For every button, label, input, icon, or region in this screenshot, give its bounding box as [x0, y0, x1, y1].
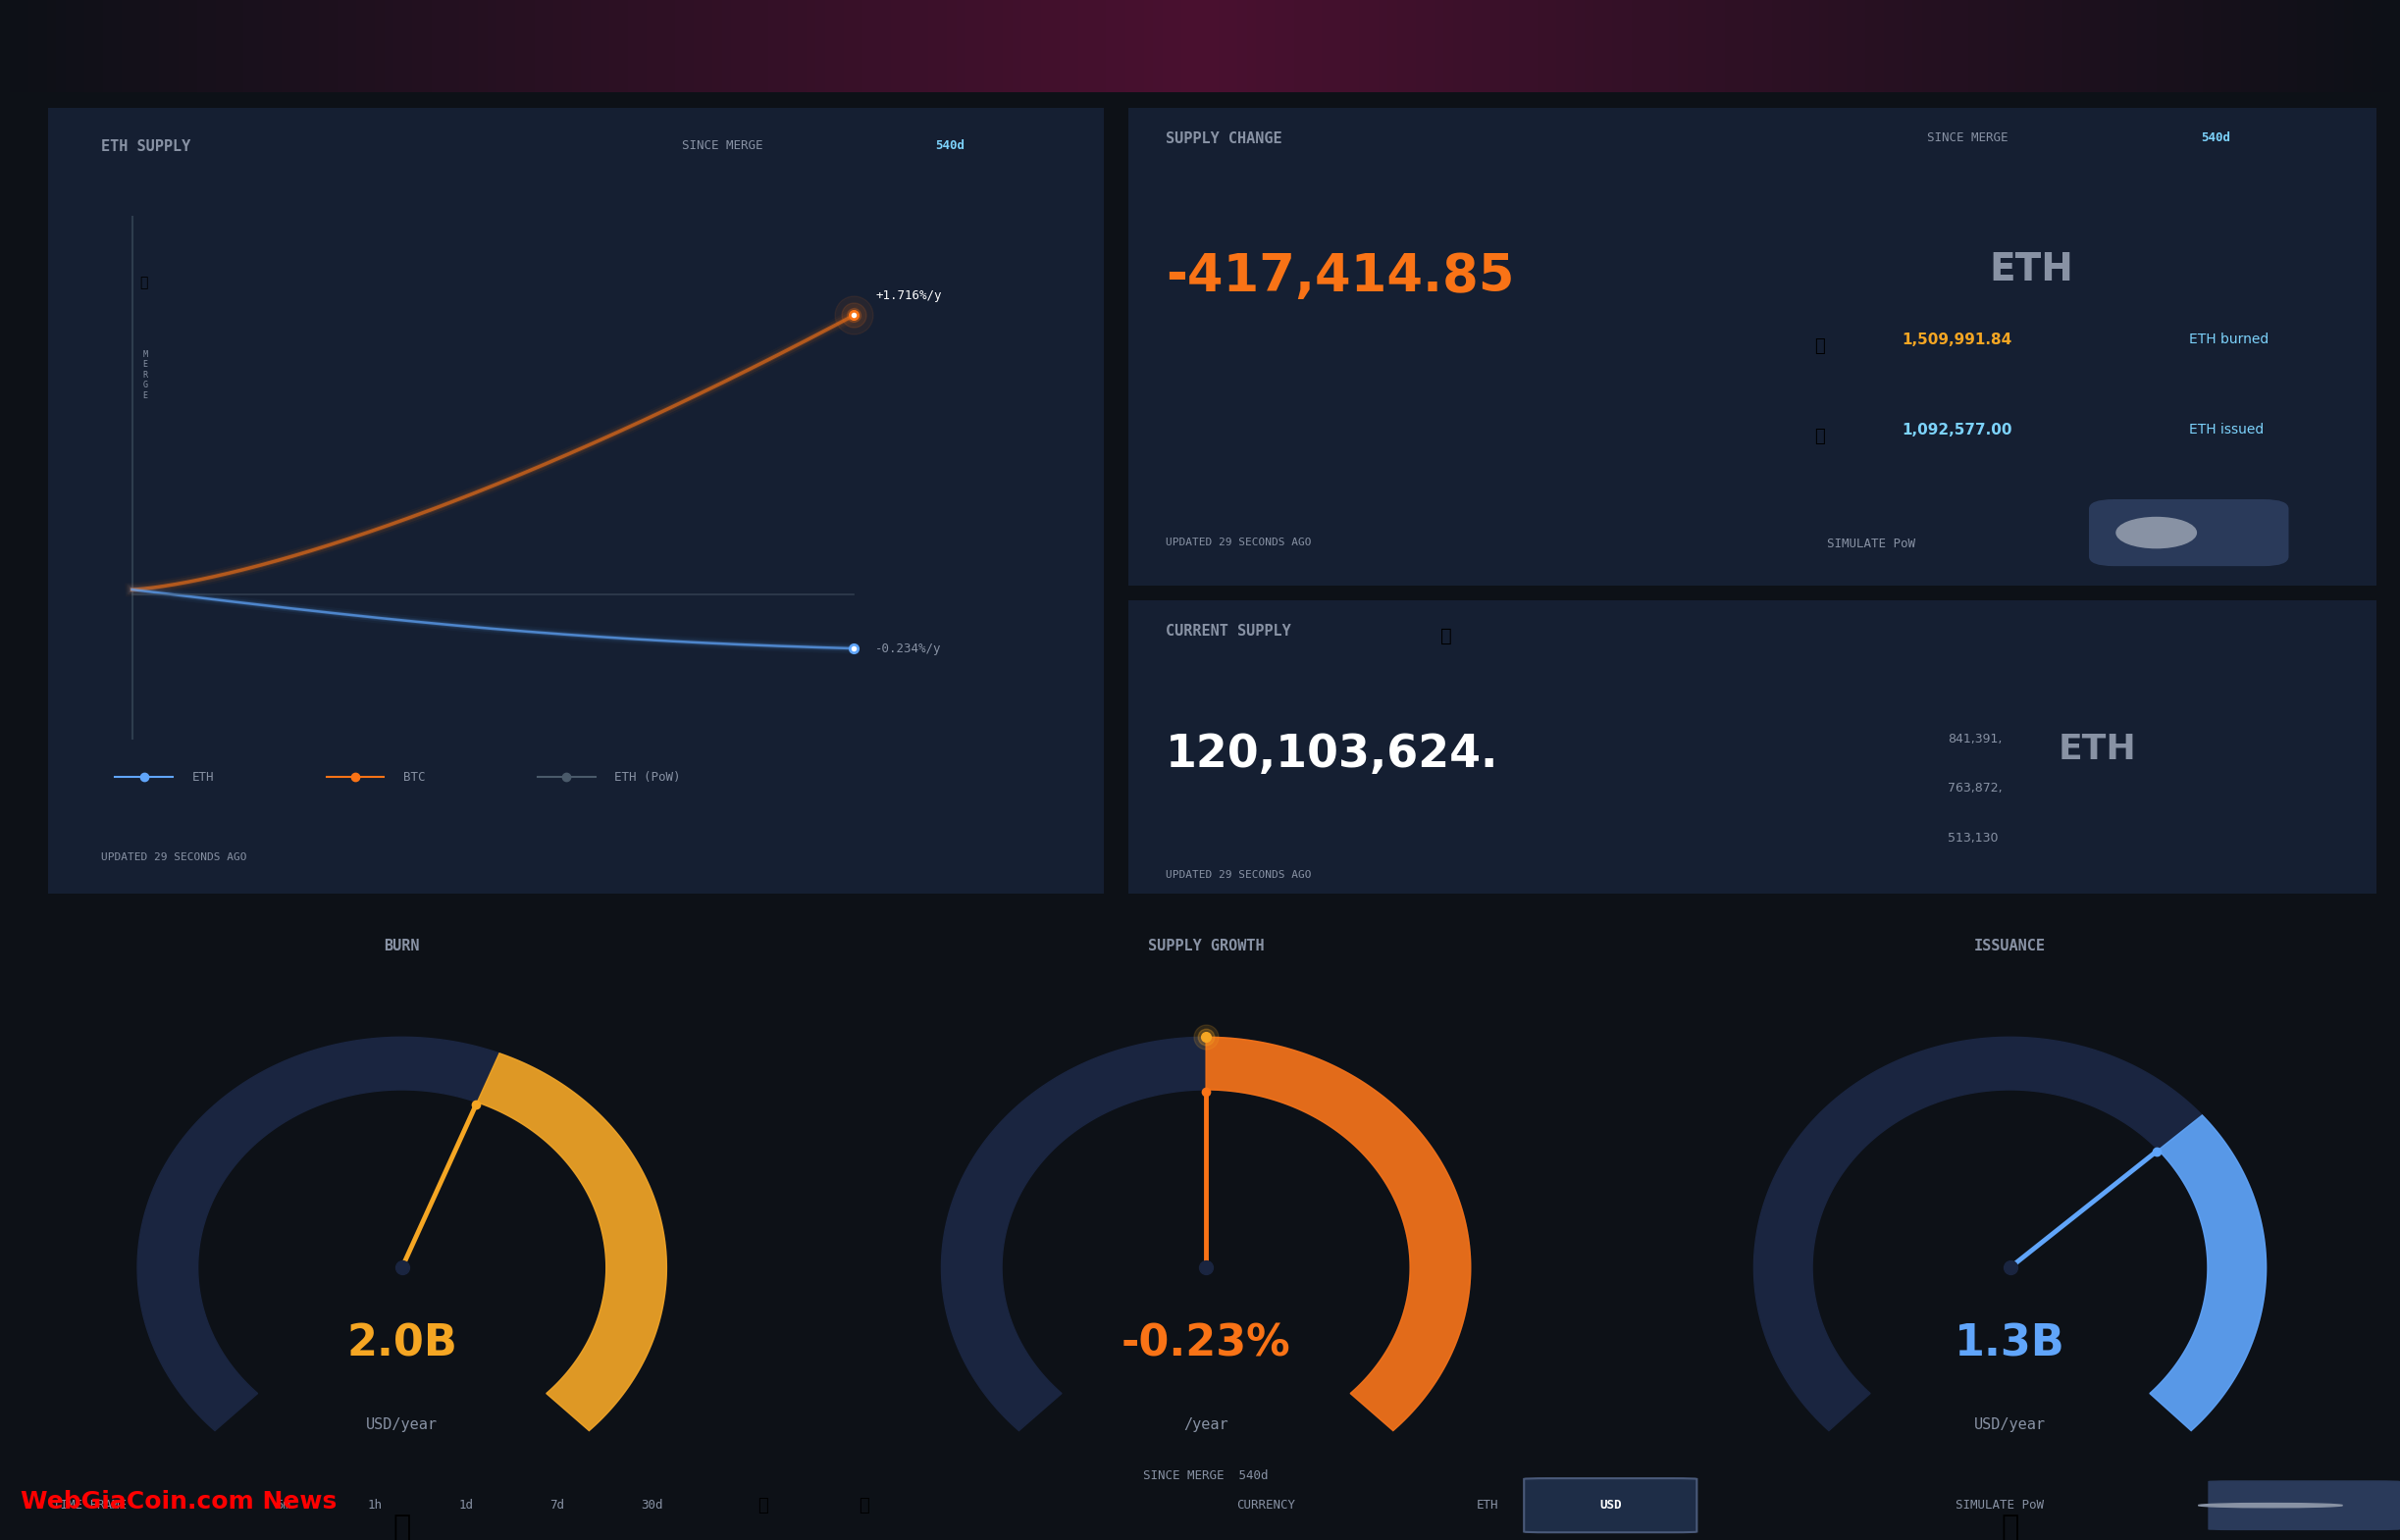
Text: 🤓: 🤓 [1440, 627, 1452, 645]
Text: ETH SUPPLY: ETH SUPPLY [101, 139, 190, 154]
Text: ETH: ETH [1476, 1498, 1498, 1512]
Text: CURRENCY: CURRENCY [1236, 1498, 1296, 1512]
FancyBboxPatch shape [1524, 1478, 1697, 1532]
Text: 1.3B: 1.3B [1954, 1323, 2066, 1364]
Polygon shape [478, 1053, 667, 1431]
Text: 841,391,: 841,391, [1949, 733, 2002, 745]
Text: 🔥: 🔥 [394, 1514, 410, 1540]
Text: UPDATED 29 SECONDS AGO: UPDATED 29 SECONDS AGO [1166, 870, 1310, 879]
Text: 🐼: 🐼 [139, 276, 146, 290]
Text: SUPPLY GROWTH: SUPPLY GROWTH [1147, 938, 1265, 953]
Polygon shape [1754, 1036, 2266, 1431]
Text: USD/year: USD/year [1975, 1417, 2045, 1432]
Text: USD: USD [1598, 1498, 1622, 1512]
Text: 💧: 💧 [1814, 428, 1824, 445]
Text: 🎮: 🎮 [758, 1497, 768, 1514]
FancyBboxPatch shape [2088, 499, 2290, 567]
Text: UPDATED 29 SECONDS AGO: UPDATED 29 SECONDS AGO [101, 852, 247, 862]
Text: ETH burned: ETH burned [2189, 333, 2268, 346]
Text: ISSUANCE: ISSUANCE [1975, 938, 2045, 953]
Text: ETH (PoW): ETH (PoW) [614, 770, 682, 784]
Text: 1,092,577.00: 1,092,577.00 [1901, 424, 2011, 437]
Text: 💧: 💧 [2002, 1514, 2018, 1540]
Text: 1h: 1h [367, 1498, 382, 1512]
Polygon shape [1205, 1036, 1471, 1431]
Text: /year: /year [1183, 1417, 1229, 1432]
FancyBboxPatch shape [2208, 1480, 2400, 1531]
Text: BTC: BTC [403, 770, 425, 784]
Circle shape [2198, 1503, 2342, 1508]
Text: 120,103,624.: 120,103,624. [1166, 733, 1498, 776]
Text: 763,872,: 763,872, [1949, 782, 2002, 795]
Circle shape [2117, 517, 2196, 548]
Polygon shape [137, 1036, 667, 1431]
Text: 540d: 540d [2201, 132, 2230, 145]
Text: WebGiaCoin.com News: WebGiaCoin.com News [19, 1491, 336, 1514]
Text: 7d: 7d [550, 1498, 564, 1512]
Text: SIMULATE PoW: SIMULATE PoW [1826, 537, 1915, 550]
Text: M
E
R
G
E: M E R G E [144, 350, 149, 400]
Text: ETH: ETH [192, 770, 214, 784]
Text: ETH issued: ETH issued [2189, 424, 2263, 437]
Polygon shape [941, 1036, 1471, 1431]
Text: CURRENT SUPPLY: CURRENT SUPPLY [1166, 624, 1291, 639]
Text: 30d: 30d [641, 1498, 662, 1512]
Text: SIMULATE PoW: SIMULATE PoW [1956, 1498, 2045, 1512]
Text: BURN: BURN [384, 938, 420, 953]
Text: -0.23%: -0.23% [1121, 1323, 1291, 1364]
Text: 1d: 1d [458, 1498, 473, 1512]
FancyBboxPatch shape [38, 100, 1114, 901]
Text: TIME FRAME: TIME FRAME [53, 1498, 127, 1512]
Text: SINCE MERGE  540d: SINCE MERGE 540d [1142, 1469, 1270, 1483]
Text: 5m: 5m [276, 1498, 290, 1512]
Text: 🔥: 🔥 [1814, 337, 1824, 354]
Text: SINCE MERGE: SINCE MERGE [682, 139, 763, 152]
Text: ETH: ETH [2057, 733, 2136, 765]
Text: SUPPLY CHANGE: SUPPLY CHANGE [1166, 132, 1282, 146]
Polygon shape [2150, 1115, 2266, 1431]
Text: 2.0B: 2.0B [346, 1323, 458, 1364]
FancyBboxPatch shape [1116, 103, 2388, 590]
Text: -0.234%/y: -0.234%/y [876, 642, 941, 654]
Text: UPDATED 29 SECONDS AGO: UPDATED 29 SECONDS AGO [1166, 537, 1310, 547]
FancyBboxPatch shape [1116, 598, 2388, 896]
Text: 🔥: 🔥 [859, 1497, 869, 1514]
Text: +1.716%/y: +1.716%/y [876, 290, 941, 302]
Text: -417,414.85: -417,414.85 [1166, 251, 1514, 302]
Text: 513,130: 513,130 [1949, 832, 1999, 844]
Text: 540d: 540d [936, 139, 965, 152]
Text: 1,509,991.84: 1,509,991.84 [1901, 333, 2011, 346]
Text: SINCE MERGE: SINCE MERGE [1927, 132, 2009, 145]
Text: ETH: ETH [1990, 251, 2074, 288]
Text: USD/year: USD/year [367, 1417, 437, 1432]
